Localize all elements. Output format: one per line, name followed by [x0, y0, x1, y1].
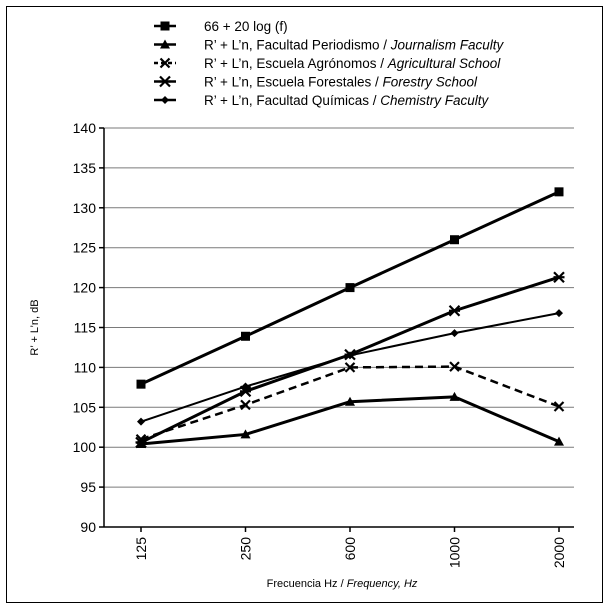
x-marker-stroke — [240, 399, 251, 411]
legend-label: 66 + 20 log (f) — [204, 19, 288, 34]
square-marker — [136, 379, 146, 389]
diamond-marker — [555, 309, 563, 318]
legend-label-plain: R’ + L’n, Facultad Periodismo / — [204, 38, 391, 53]
y-tick-label: 90 — [80, 519, 96, 535]
x-axis-label-plain: Frecuencia Hz / — [267, 578, 347, 590]
y-tick-label: 105 — [73, 399, 97, 415]
legend-label-plain: R’ + L’n, Escuela Agrónomos / — [204, 56, 388, 71]
legend-marker — [160, 39, 170, 49]
x-axis-label-italic: Frequency, Hz — [347, 578, 418, 590]
legend-marker — [161, 96, 169, 104]
y-tick-label: 120 — [73, 280, 97, 296]
diamond-marker — [137, 417, 145, 426]
figure-frame: 90 95 100 105 110 115 120 125 130 135 140 125 250 600… — [6, 6, 603, 603]
legend-label-italic: Agricultural School — [387, 56, 502, 71]
square-marker — [554, 187, 564, 197]
data-point — [240, 399, 251, 411]
data-point — [135, 436, 147, 449]
square-marker — [345, 283, 355, 293]
diamond-marker — [161, 96, 169, 104]
data-point — [241, 331, 250, 341]
data-point — [449, 361, 460, 372]
legend: 66 + 20 log (f) R’ + L’n, Facultad Period… — [154, 19, 505, 108]
legend-label: R’ + L’n, Escuela Agrónomos / Agricultur… — [204, 56, 501, 71]
legend-item: R’ + L’n, Facultad Químicas / Chemistry … — [154, 93, 489, 108]
x-tick-label: 2000 — [551, 537, 567, 568]
triangle-marker — [160, 39, 170, 49]
legend-item: R’ + L’n, Escuela Agrónomos / Agricultur… — [154, 56, 501, 71]
x-marker-stroke — [449, 361, 460, 372]
data-point — [241, 382, 250, 391]
x-tick-label: 600 — [342, 537, 358, 561]
data-point — [136, 379, 146, 389]
legend-label: R’ + L’n, Facultad Químicas / Chemistry … — [204, 93, 489, 108]
data-point — [345, 396, 355, 406]
square-marker — [241, 331, 250, 341]
triangle-marker — [240, 429, 251, 439]
y-tick-label: 110 — [74, 359, 97, 375]
data-point — [240, 429, 251, 439]
legend-label: R’ + L’n, Escuela Forestales / Forestry … — [204, 75, 478, 90]
data-point — [553, 401, 565, 412]
diamond-marker — [241, 382, 250, 391]
y-tick-label: 100 — [73, 439, 97, 455]
legend-label-plain: R’ + L’n, Facultad Químicas / — [204, 93, 380, 108]
legend-marker — [159, 75, 171, 88]
y-axis-label: R’ + L’n, dB — [29, 299, 41, 355]
data-point — [448, 304, 461, 317]
legend-label-italic: Forestry School — [382, 75, 478, 90]
square-marker — [160, 21, 170, 31]
triangle-marker — [449, 391, 460, 401]
x-tick-label: 1000 — [447, 537, 463, 568]
x-marker-stroke — [553, 401, 565, 412]
diamond-marker — [450, 329, 459, 338]
legend-item: 66 + 20 log (f) — [154, 19, 288, 34]
legend-label-italic: Chemistry Faculty — [380, 93, 489, 108]
line-chart: 90 95 100 105 110 115 120 125 130 135 140 125 250 600… — [29, 19, 574, 590]
series-1 — [136, 187, 564, 389]
data-point — [554, 187, 564, 197]
x-marker-stroke — [344, 362, 356, 373]
diamond-marker — [346, 351, 354, 360]
y-tick-label: 135 — [73, 160, 97, 176]
data-point — [450, 329, 459, 338]
data-point — [137, 417, 145, 426]
legend-label-plain: 66 + 20 log (f) — [204, 19, 288, 34]
legend-label-plain: R’ + L’n, Escuela Forestales / — [204, 75, 382, 90]
series-2 — [136, 391, 564, 449]
legend-label: R’ + L’n, Facultad Periodismo / Journali… — [204, 38, 505, 53]
y-tick-label: 95 — [80, 479, 96, 495]
y-tick-label: 140 — [73, 120, 97, 136]
triangle-marker — [345, 396, 355, 406]
y-tick-label: 115 — [74, 320, 97, 336]
data-point — [345, 283, 355, 293]
series-5 — [137, 309, 563, 426]
legend-item: R’ + L’n, Escuela Forestales / Forestry … — [154, 75, 478, 90]
y-tick-label: 125 — [73, 240, 97, 256]
data-point — [450, 235, 459, 245]
square-marker — [450, 235, 459, 245]
data-point — [555, 309, 563, 318]
legend-label-italic: Journalism Faculty — [390, 38, 505, 53]
data-point — [344, 362, 356, 373]
x-axis-label: Frecuencia Hz / Frequency, Hz — [267, 578, 418, 590]
series-4 — [135, 271, 565, 449]
legend-marker — [159, 57, 171, 69]
data-point — [553, 271, 565, 284]
legend-item: R’ + L’n, Facultad Periodismo / Journali… — [154, 38, 505, 53]
y-tick-label: 130 — [73, 200, 97, 216]
x-tick-label: 250 — [238, 537, 254, 561]
triangle-marker — [554, 436, 564, 446]
data-point — [346, 351, 354, 360]
data-point — [554, 436, 564, 446]
x-tick-label: 125 — [133, 537, 149, 561]
legend-marker — [160, 21, 170, 31]
x-marker-stroke — [159, 57, 171, 69]
data-point — [449, 391, 460, 401]
